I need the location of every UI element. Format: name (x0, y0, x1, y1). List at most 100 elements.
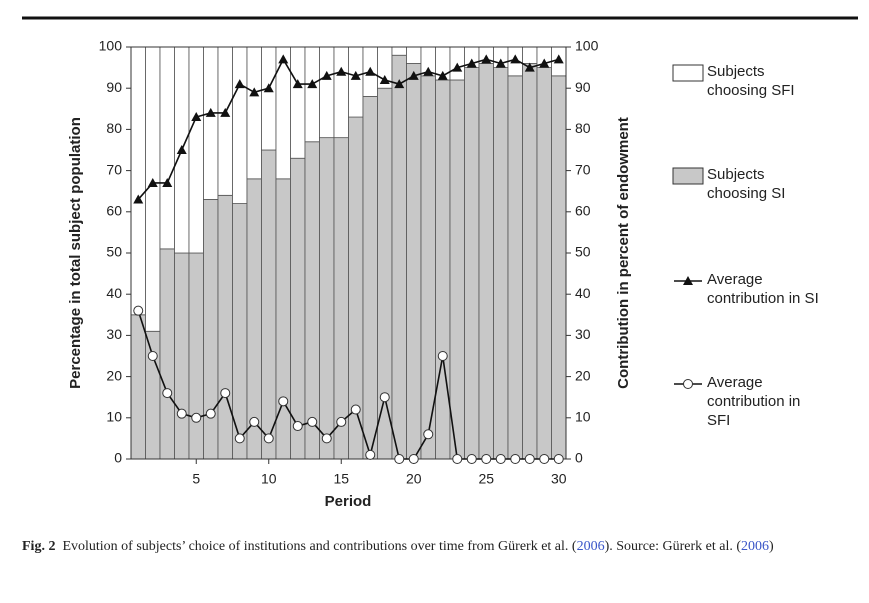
bar (522, 46, 538, 64)
x-tick-label: 20 (406, 471, 422, 487)
y-tick-label: 20 (106, 367, 122, 383)
marker (510, 454, 521, 464)
marker (191, 112, 202, 122)
y2-tick-label: 70 (575, 161, 591, 177)
chart: Percentage in total subject population C… (22, 16, 858, 510)
y-tick-label: 40 (106, 285, 122, 301)
marker (466, 58, 477, 68)
y2-tick-label: 10 (575, 409, 591, 425)
bar (232, 46, 248, 204)
marker (437, 351, 448, 361)
y-tick-label: 60 (106, 203, 122, 219)
y2-tick-label: 40 (575, 285, 591, 301)
y2-tick-label: 20 (575, 367, 591, 383)
y-tick-label: 10 (106, 409, 122, 425)
bar (217, 46, 233, 196)
bar (435, 79, 451, 460)
marker (307, 79, 318, 89)
marker (452, 454, 463, 464)
y2-tick-label: 100 (575, 38, 599, 54)
marker (292, 421, 303, 432)
bar (203, 199, 219, 460)
bar (449, 79, 465, 460)
marker (263, 433, 274, 444)
y-axis-label: Percentage in total subject population (67, 117, 84, 389)
bar (261, 149, 277, 460)
bar (290, 157, 306, 460)
legend-marker (674, 276, 702, 285)
marker (495, 58, 506, 68)
marker (321, 433, 332, 444)
legend-label: Subjects choosing SFI (707, 63, 795, 99)
bar (478, 63, 494, 460)
y-tick-label: 100 (99, 38, 123, 54)
marker (278, 396, 289, 407)
caption: Fig. 2 Evolution of subjects’ choice of … (22, 536, 862, 558)
bar (493, 67, 509, 460)
y2-tick-label: 60 (575, 203, 591, 219)
marker (466, 454, 477, 464)
marker (394, 454, 405, 464)
marker (379, 74, 390, 84)
legend-label: Average contribution in SFI (707, 374, 801, 429)
caption-text: 2006 (741, 539, 770, 554)
marker (437, 70, 448, 80)
marker (481, 454, 492, 464)
y-tick-label: 50 (106, 244, 122, 260)
marker (423, 66, 434, 76)
x-tick-label: 15 (333, 471, 349, 487)
marker (408, 70, 419, 80)
marker (553, 454, 564, 464)
y2-tick-label: 80 (575, 120, 591, 136)
x-tick-label: 5 (192, 471, 200, 487)
bar (304, 46, 320, 143)
marker (452, 62, 463, 72)
bar (522, 63, 538, 460)
marker (510, 54, 521, 64)
x-tick-label: 25 (478, 471, 494, 487)
marker (524, 62, 535, 72)
y-tick-label: 90 (106, 79, 122, 95)
marker (539, 454, 550, 464)
bar (464, 67, 480, 460)
marker (423, 429, 434, 440)
x-axis-label: Period (325, 493, 372, 510)
y-tick-label: 80 (106, 120, 122, 136)
bar (536, 67, 552, 460)
legend-swatch (672, 64, 704, 82)
marker (365, 66, 376, 76)
marker (249, 87, 260, 97)
bar (319, 46, 335, 139)
bar (507, 75, 523, 460)
y-tick-label: 30 (106, 326, 122, 342)
bar (290, 46, 306, 159)
caption-text: 2006 (576, 539, 605, 554)
caption-text: ) (769, 539, 774, 554)
bar (174, 252, 190, 460)
marker (147, 177, 158, 187)
y-tick-label: 70 (106, 161, 122, 177)
legend-label: Subjects choosing SI (707, 166, 786, 202)
y2-axis-label: Contribution in percent of endowment (615, 117, 632, 389)
marker (205, 107, 216, 117)
marker (162, 177, 173, 187)
caption-text: ). Source: Gürerk et al. ( (604, 539, 742, 554)
marker (539, 58, 550, 68)
marker (234, 433, 245, 444)
y2-tick-label: 30 (575, 326, 591, 342)
marker (408, 454, 419, 464)
marker (524, 454, 535, 464)
bar (348, 46, 364, 118)
bar (391, 46, 407, 56)
marker (683, 276, 693, 285)
legend-label: Average contribution in SI (707, 271, 819, 307)
marker (365, 449, 376, 460)
marker (350, 70, 361, 80)
bar (304, 141, 320, 460)
bar (391, 54, 407, 460)
marker (350, 404, 361, 415)
x-tick-label: 10 (261, 471, 277, 487)
marker (147, 351, 158, 361)
y-tick-label: 0 (114, 450, 122, 466)
bar (261, 46, 277, 151)
